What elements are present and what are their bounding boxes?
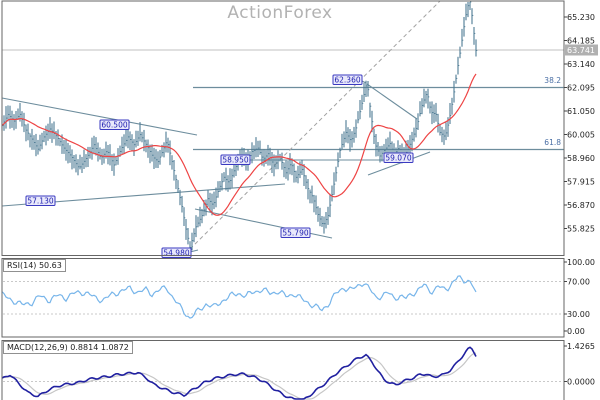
price-bars xyxy=(1,1,478,255)
price-marker-labels: 60.500 57.130 54.980 58.950 55.790 62.360 59.0… xyxy=(25,74,414,258)
fib-level-label: 38.2 xyxy=(544,76,561,85)
rsi-indicator-label: RSI(14) 50.63 xyxy=(3,259,66,272)
axis-tick-label: 62.095 xyxy=(567,84,595,93)
price-marker-label: 62.360 xyxy=(334,76,360,85)
axis-tick-label: 60.005 xyxy=(567,131,595,140)
axis-tick-label: 70.00 xyxy=(567,278,590,287)
fib-level-label: 61.8 xyxy=(544,138,561,147)
axis-tick-label: 64.185 xyxy=(567,37,595,46)
axis-tick-label: 1.4265 xyxy=(567,342,595,351)
panel-frames xyxy=(1,0,565,400)
axis-tick-label: 0.0000 xyxy=(567,378,595,387)
price-marker-label: 54.980 xyxy=(163,249,189,258)
macd-indicator-label: MACD(12,26,9) 0.8814 1.0872 xyxy=(3,341,133,354)
axis-tick-label: 56.870 xyxy=(567,201,595,210)
price-axis: 65.230 64.185 63.140 62.095 61.050 60.005 58.9… xyxy=(564,13,598,234)
axis-tick-label: 57.915 xyxy=(567,178,595,187)
price-marker-label: 60.500 xyxy=(101,121,127,130)
axis-tick-label: 65.230 xyxy=(567,13,595,22)
axis-tick-label: 55.825 xyxy=(567,225,595,234)
macd-axis: 1.4265 0.0000 xyxy=(564,342,595,387)
current-price-value: 63.741 xyxy=(567,46,595,55)
price-marker-label: 55.790 xyxy=(282,229,308,238)
axis-tick-label: 61.050 xyxy=(567,107,595,116)
rsi-panel xyxy=(1,275,563,319)
price-marker-label: 57.130 xyxy=(27,197,53,206)
price-marker-label: 59.070 xyxy=(385,154,411,163)
axis-tick-label: 63.140 xyxy=(567,60,595,69)
rsi-axis: 100.00 70.00 30.00 0.00 xyxy=(564,258,595,336)
moving-average xyxy=(1,73,477,216)
level-lines: 38.2 61.8 xyxy=(2,49,564,151)
axis-tick-label: 58.960 xyxy=(567,154,595,163)
axis-tick-label: 0.00 xyxy=(567,327,585,336)
macd-panel xyxy=(1,346,563,400)
watermark: ActionForex xyxy=(227,3,333,23)
current-price-box xyxy=(565,44,598,56)
axis-tick-label: 30.00 xyxy=(567,310,590,319)
price-marker-label: 58.950 xyxy=(222,156,248,165)
axis-tick-label: 100.00 xyxy=(567,258,595,267)
